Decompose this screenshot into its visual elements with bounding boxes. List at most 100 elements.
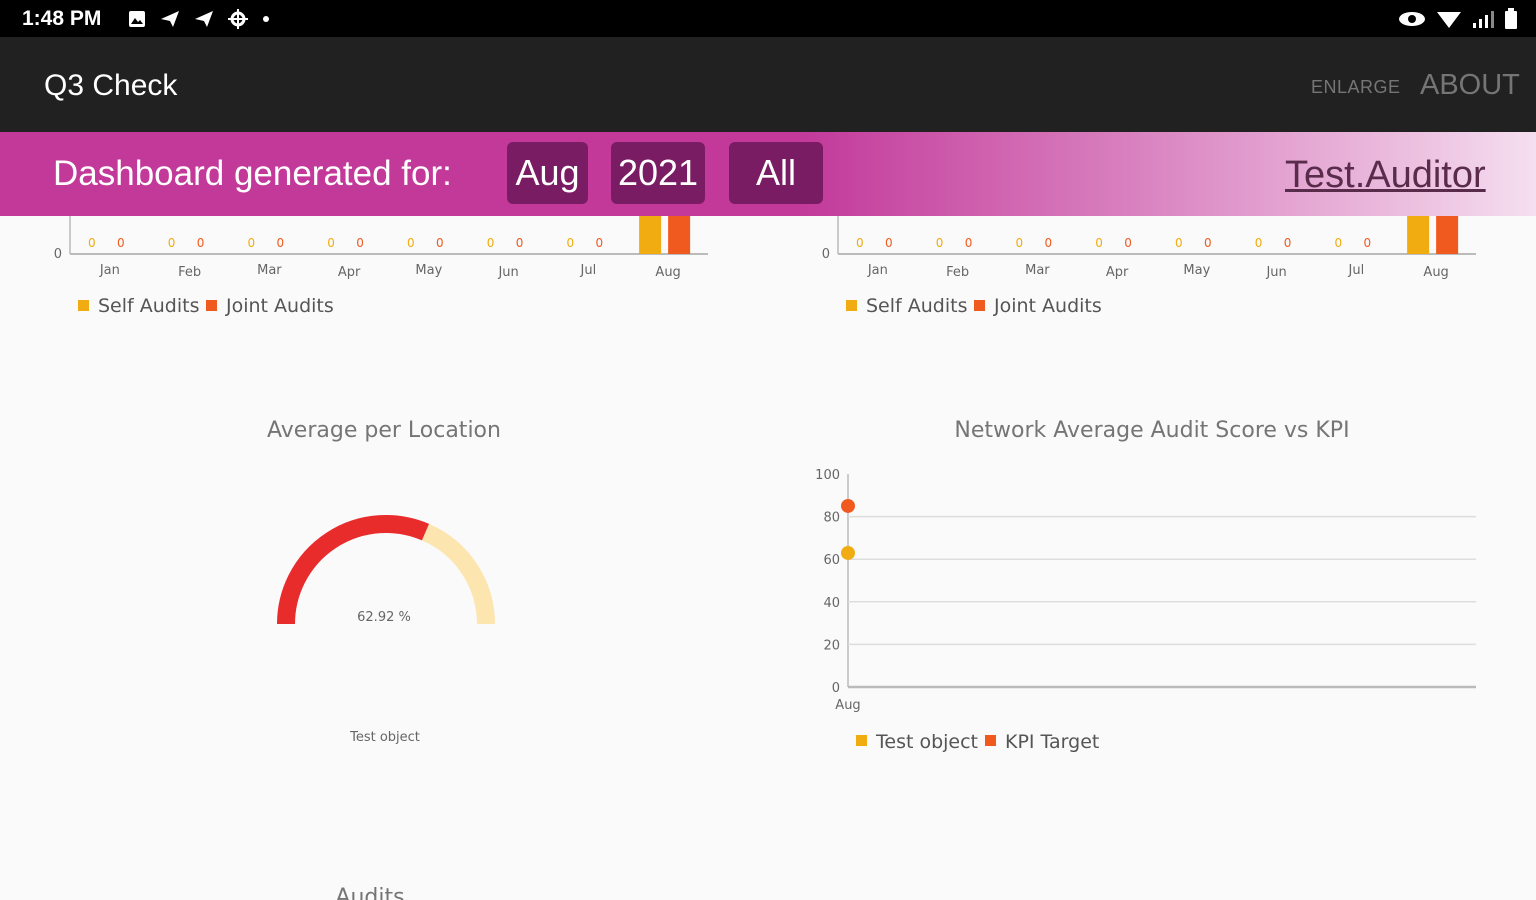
x-tick-label: Apr: [1106, 265, 1129, 280]
legend-swatch: [985, 735, 996, 746]
bar-value-label: 0: [1016, 236, 1024, 250]
bar-value-label: 0: [1255, 236, 1263, 250]
data-point-kpi-target: [841, 498, 855, 513]
status-time: 1:48 PM: [22, 7, 102, 30]
x-tick-label: May: [1183, 263, 1210, 278]
gauge-value-label: 62.92 %: [357, 610, 411, 625]
bar-value-label: 0: [197, 236, 205, 250]
send-icon: [161, 11, 179, 27]
data-point-test-object: [841, 545, 855, 560]
bar-value-label: 0: [1364, 236, 1372, 250]
bar-value-label: 0: [516, 236, 524, 250]
legend-swatch: [974, 300, 985, 311]
bar-value-label: 0: [277, 236, 285, 250]
bar-value-label: 0: [1045, 236, 1053, 250]
bar-value-label: 0: [1335, 236, 1343, 250]
status-bar: 1:48 PM: [0, 0, 1536, 37]
dot-icon: [263, 16, 269, 22]
y-tick-label: 0: [832, 681, 840, 696]
bar-self: [1407, 216, 1430, 254]
system-icons: [1398, 8, 1518, 30]
bar-value-label: 0: [88, 236, 96, 250]
bar-value-label: 0: [327, 236, 335, 250]
bar-joint: [668, 216, 691, 254]
y-tick-label: 60: [823, 553, 840, 568]
settings-icon: [228, 9, 248, 29]
y-tick-label: 40: [823, 596, 840, 611]
y-tick-label: 100: [815, 468, 840, 483]
enlarge-button[interactable]: ENLARGE: [1311, 77, 1401, 97]
legend-swatch: [856, 735, 867, 746]
bar-value-label: 0: [596, 236, 604, 250]
x-tick-label: Aug: [655, 265, 680, 280]
gauge-remainder-arc: [421, 523, 495, 625]
legend-label: Test object: [875, 731, 978, 753]
x-tick-label: Jun: [1265, 265, 1286, 280]
gauge-value-arc: [277, 515, 430, 625]
x-tick-label: Mar: [1025, 263, 1050, 278]
bar-value-label: 0: [965, 236, 973, 250]
bar-value-label: 0: [1124, 236, 1132, 250]
app-bar: Q3 Check ENLARGE ABOUT: [0, 37, 1536, 132]
x-tick-label: Aug: [835, 698, 860, 713]
x-tick-label: Jan: [99, 263, 120, 278]
average-per-location-chart: Average per Location 62.92 % Test object: [267, 418, 501, 745]
x-tick-label: Mar: [257, 263, 282, 278]
scope-value: All: [755, 152, 796, 193]
bar-value-label: 0: [1204, 236, 1212, 250]
bar-value-label: 0: [117, 236, 125, 250]
year-selector[interactable]: 2021: [611, 142, 705, 204]
bar-value-label: 0: [936, 236, 944, 250]
notification-icons: [128, 9, 270, 29]
legend-swatch: [206, 300, 217, 311]
scope-selector[interactable]: All: [729, 142, 823, 204]
x-tick-label: Apr: [338, 265, 361, 280]
bar-value-label: 0: [407, 236, 415, 250]
filter-banner: Dashboard generated for: Aug 2021 All Te…: [0, 132, 1536, 216]
bar-self: [639, 216, 662, 254]
app-title: Q3 Check: [44, 69, 178, 102]
about-button[interactable]: ABOUT: [1420, 69, 1520, 101]
legend-swatch: [846, 300, 857, 311]
y-tick-label: 0: [54, 247, 62, 262]
bar-value-label: 0: [356, 236, 364, 250]
legend-label: KPI Target: [1005, 731, 1099, 753]
bar-value-label: 0: [1095, 236, 1103, 250]
x-tick-label: Aug: [1423, 265, 1448, 280]
year-value: 2021: [617, 152, 699, 193]
y-tick-label: 20: [823, 638, 840, 653]
legend-label: Self Audits: [866, 295, 968, 317]
bar-value-label: 0: [567, 236, 575, 250]
send-icon: [195, 11, 213, 27]
bar-value-label: 0: [248, 236, 256, 250]
month-value: Aug: [515, 152, 580, 193]
bar-value-label: 0: [487, 236, 495, 250]
audits-chart-title: Audits: [335, 885, 404, 900]
image-icon: [129, 11, 145, 27]
chart-title: Network Average Audit Score vs KPI: [954, 418, 1349, 443]
legend-swatch: [78, 300, 89, 311]
y-tick-label: 80: [823, 511, 840, 526]
audits-chart-partial: Audits: [335, 885, 404, 900]
legend-label: Self Audits: [98, 295, 200, 317]
signal-icon: [1473, 11, 1494, 28]
filter-label: Dashboard generated for:: [53, 154, 452, 193]
legend-label: Joint Audits: [993, 295, 1102, 317]
bar-joint: [1436, 216, 1459, 254]
y-tick-label: 0: [822, 247, 830, 262]
x-tick-label: Jun: [497, 265, 518, 280]
network-score-kpi-chart: Network Average Audit Score vs KPI 100 80 6…: [815, 418, 1476, 753]
x-tick-label: Jul: [580, 263, 597, 278]
month-selector[interactable]: Aug: [507, 142, 588, 204]
x-tick-label: Feb: [946, 265, 969, 280]
bar-value-label: 0: [885, 236, 893, 250]
eye-icon: [1399, 12, 1425, 26]
user-link[interactable]: Test.Auditor: [1285, 154, 1486, 196]
bar-value-label: 0: [856, 236, 864, 250]
x-tick-label: Jan: [867, 263, 888, 278]
bar-value-label: 0: [168, 236, 176, 250]
legend-label: Joint Audits: [225, 295, 334, 317]
bar-value-label: 0: [1284, 236, 1292, 250]
